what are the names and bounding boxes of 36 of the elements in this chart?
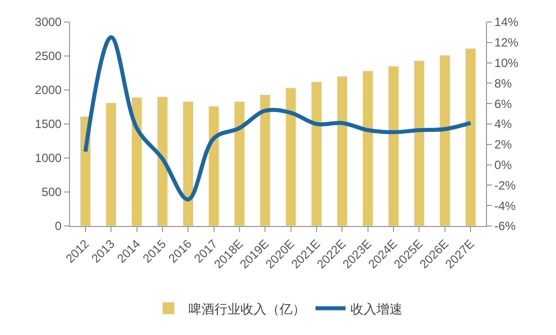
y-tick-label: 0 [54,219,62,234]
y2-tick-label: -6% [494,219,516,234]
y2-tick-label: -4% [494,198,516,213]
bar [260,94,271,226]
bar [131,97,142,226]
y2-tick-label: 2% [494,138,512,152]
y-tick-label: 2000 [34,83,62,98]
bar [362,70,374,226]
bar [311,82,322,226]
y-tick-label: 2500 [34,49,62,64]
y2-tick-label: 4% [494,117,512,132]
bar [182,101,194,226]
bar [465,48,476,226]
bar [388,66,399,226]
bar [106,102,116,226]
y2-tick-label: 10% [494,56,519,70]
legend-label: 啤酒行业收入（亿） [188,301,306,316]
bar [208,106,220,226]
bar [157,96,168,226]
legend-label: 收入增速 [350,301,402,316]
y-tick-label: 500 [42,185,62,200]
y2-tick-label: 6% [494,96,512,111]
y-tick-label: 1500 [34,117,62,132]
y2-tick-label: 8% [494,76,512,90]
bar [234,101,245,226]
bar [414,60,425,226]
bar [440,55,450,226]
y2-tick-label: 0% [494,158,512,172]
bar [336,76,348,226]
y2-tick-label: -2% [494,178,516,192]
y2-tick-label: 12% [494,36,519,50]
y2-tick-label: 14% [494,15,519,30]
bar [285,88,296,226]
y-tick-label: 1000 [34,151,62,166]
line-series [83,35,473,202]
y-tick-label: 3000 [34,15,62,30]
